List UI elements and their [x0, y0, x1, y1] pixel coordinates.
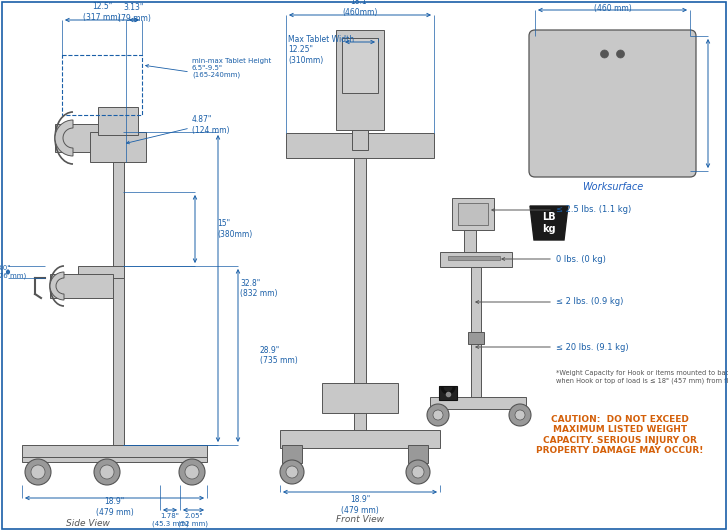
- Text: 3.0"
(76 mm): 3.0" (76 mm): [0, 266, 26, 279]
- Circle shape: [433, 410, 443, 420]
- Text: Side View: Side View: [66, 518, 110, 527]
- Bar: [22, 457, 207, 462]
- Circle shape: [406, 460, 430, 484]
- Bar: [352, 130, 368, 150]
- Text: 12.5"
(317 mm): 12.5" (317 mm): [83, 2, 121, 22]
- Bar: [430, 397, 526, 409]
- Text: 3.13"
(79 mm): 3.13" (79 mm): [117, 3, 151, 23]
- Text: Worksurface: Worksurface: [582, 182, 643, 192]
- Bar: [408, 445, 428, 463]
- Text: CAUTION:  DO NOT EXCEED
MAXIMUM LISTED WEIGHT
CAPACITY. SERIOUS INJURY OR
PROPER: CAUTION: DO NOT EXCEED MAXIMUM LISTED WE…: [537, 415, 704, 455]
- Text: 1.78"
(45.3 mm): 1.78" (45.3 mm): [151, 513, 189, 527]
- Circle shape: [601, 50, 609, 58]
- Bar: [439, 386, 457, 400]
- Bar: [471, 267, 481, 397]
- Text: 18.1"
(460mm): 18.1" (460mm): [342, 0, 378, 16]
- Text: Max Tablet Width
12.25"
(310mm): Max Tablet Width 12.25" (310mm): [288, 35, 354, 65]
- Text: 18.9"
(479 mm): 18.9" (479 mm): [95, 498, 133, 517]
- Circle shape: [427, 404, 449, 426]
- Text: 4.87"
(124 mm): 4.87" (124 mm): [192, 115, 229, 135]
- FancyBboxPatch shape: [529, 30, 696, 177]
- Bar: [50, 274, 113, 298]
- Polygon shape: [530, 206, 568, 240]
- Bar: [458, 203, 488, 225]
- Bar: [55, 124, 113, 152]
- Bar: [464, 230, 476, 252]
- Bar: [98, 107, 138, 135]
- Bar: [448, 256, 500, 260]
- Text: LB
kg: LB kg: [542, 212, 555, 234]
- Circle shape: [515, 410, 525, 420]
- Circle shape: [617, 50, 625, 58]
- Circle shape: [94, 459, 120, 485]
- Circle shape: [179, 459, 205, 485]
- Bar: [90, 132, 146, 162]
- Circle shape: [25, 459, 51, 485]
- Bar: [452, 198, 494, 230]
- Bar: [342, 38, 378, 93]
- Circle shape: [286, 466, 298, 478]
- Circle shape: [185, 465, 199, 479]
- Bar: [440, 252, 512, 267]
- Bar: [113, 162, 124, 445]
- Wedge shape: [50, 272, 64, 300]
- Text: 0 lbs. (0 kg): 0 lbs. (0 kg): [556, 254, 606, 263]
- Bar: [22, 445, 207, 457]
- Text: 28.9"
(735 mm): 28.9" (735 mm): [260, 346, 298, 365]
- Bar: [468, 332, 484, 344]
- Circle shape: [31, 465, 45, 479]
- Bar: [286, 133, 434, 158]
- Circle shape: [280, 460, 304, 484]
- Text: 18.1"
(460 mm): 18.1" (460 mm): [593, 0, 631, 13]
- Circle shape: [100, 465, 114, 479]
- Circle shape: [412, 466, 424, 478]
- Text: 15"
(380mm): 15" (380mm): [217, 219, 252, 239]
- Text: 18.9"
(479 mm): 18.9" (479 mm): [341, 495, 379, 515]
- Text: 32.8"
(832 mm): 32.8" (832 mm): [240, 279, 277, 298]
- Circle shape: [509, 404, 531, 426]
- Text: min-max Tablet Height
6.5"-9.5"
(165-240mm): min-max Tablet Height 6.5"-9.5" (165-240…: [192, 58, 272, 78]
- Bar: [282, 445, 302, 463]
- Text: ≤ 2 lbs. (0.9 kg): ≤ 2 lbs. (0.9 kg): [556, 297, 623, 306]
- Text: 2.05"
(52 mm): 2.05" (52 mm): [178, 513, 208, 527]
- Bar: [354, 158, 366, 435]
- Text: ≤ 2.5 lbs. (1.1 kg): ≤ 2.5 lbs. (1.1 kg): [556, 205, 631, 215]
- Bar: [322, 383, 398, 413]
- Text: *Weight Capacity for Hook or items mounted to back Slot
when Hook or top of load: *Weight Capacity for Hook or items mount…: [556, 370, 728, 383]
- Bar: [280, 430, 440, 448]
- Text: Front View: Front View: [336, 516, 384, 525]
- Bar: [62, 55, 142, 115]
- Bar: [78, 266, 124, 278]
- Text: ≤ 20 lbs. (9.1 kg): ≤ 20 lbs. (9.1 kg): [556, 342, 628, 352]
- Wedge shape: [55, 120, 73, 156]
- Bar: [336, 30, 384, 130]
